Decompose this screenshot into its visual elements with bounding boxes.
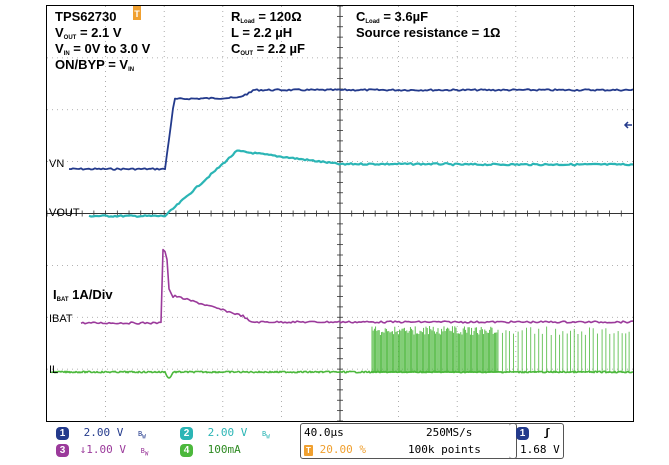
ch2-bw-icon: BW xyxy=(262,430,270,441)
channel-label-il: IL xyxy=(49,364,59,376)
device-label: TPS62730 xyxy=(55,9,117,24)
oscilloscope-screen: T TPS62730 VOUT = 2.1 V VIN = 0V to 3.0 … xyxy=(46,5,634,422)
trigger-slope-icon: ʃ xyxy=(543,426,551,439)
ibat-scale-label: IBAT 1A/Div xyxy=(53,287,113,303)
vout-label: VOUT = 2.1 V xyxy=(55,25,122,41)
cload-label: CLoad = 3.6µF xyxy=(356,9,429,25)
trigger-position-marker: T xyxy=(133,6,141,20)
channel-label-ibat: IBAT xyxy=(49,313,73,325)
trigger-settings-box[interactable] xyxy=(509,423,564,459)
sample-rate-readout: 250MS/s xyxy=(426,426,473,439)
horizontal-settings-box[interactable] xyxy=(300,423,517,459)
ch3-readout[interactable]: 3 ↓1.00 V BW xyxy=(56,443,148,461)
trigger-source-readout[interactable]: 1 ʃ xyxy=(516,426,550,440)
ch1-badge: 1 xyxy=(56,427,69,440)
ch1-scale: 2.00 V xyxy=(83,426,124,439)
trigger-source-badge: 1 xyxy=(516,427,529,440)
record-length-readout: 100k points xyxy=(408,443,481,456)
ch2-scale: 2.00 V xyxy=(207,426,248,439)
inductor-label: L = 2.2 µH xyxy=(231,25,293,40)
trigger-position-readout[interactable]: T 20.00 % xyxy=(304,443,366,457)
status-bar: 1 2.00 V BW 2 2.00 V BW 3 ↓1.00 V BW 4 1… xyxy=(46,422,632,460)
cout-label: COUT = 2.2 µF xyxy=(231,41,305,57)
ch4-badge: 4 xyxy=(180,444,193,457)
svg-text:T: T xyxy=(134,9,140,19)
trigger-position-icon: T xyxy=(304,445,313,456)
vin-label: VIN = 0V to 3.0 V xyxy=(55,41,151,57)
trigger-level-readout[interactable]: 1.68 V xyxy=(520,443,560,456)
channel-label-vout: VOUT xyxy=(49,207,80,219)
trace-il xyxy=(50,370,633,379)
ch3-scale: ↓1.00 V xyxy=(79,443,126,456)
trace-vn xyxy=(68,88,633,171)
channel-label-vn: VN xyxy=(49,158,65,170)
ch3-bw-icon: BW xyxy=(140,447,149,458)
reference-arrow-icon xyxy=(623,121,632,129)
onbyp-label: ON/BYP = VIN xyxy=(55,57,135,73)
ch3-badge: 3 xyxy=(56,444,69,457)
ch4-readout[interactable]: 4 100mA xyxy=(180,443,241,457)
rload-label: RLoad = 120Ω xyxy=(231,9,302,25)
source-resistance-label: Source resistance = 1Ω xyxy=(356,25,501,40)
ch1-bw-icon: BW xyxy=(138,430,146,441)
trace-vout xyxy=(88,149,633,218)
waveform-traces xyxy=(50,88,633,379)
il-switching-burst xyxy=(371,326,630,373)
ch2-badge: 2 xyxy=(180,427,193,440)
ch2-readout[interactable]: 2 2.00 V BW xyxy=(180,426,270,444)
ch1-readout[interactable]: 1 2.00 V BW xyxy=(56,426,146,444)
timebase-readout[interactable]: 40.0µs xyxy=(304,426,344,439)
trace-ibat xyxy=(80,248,633,325)
ch4-scale: 100mA xyxy=(207,443,241,456)
